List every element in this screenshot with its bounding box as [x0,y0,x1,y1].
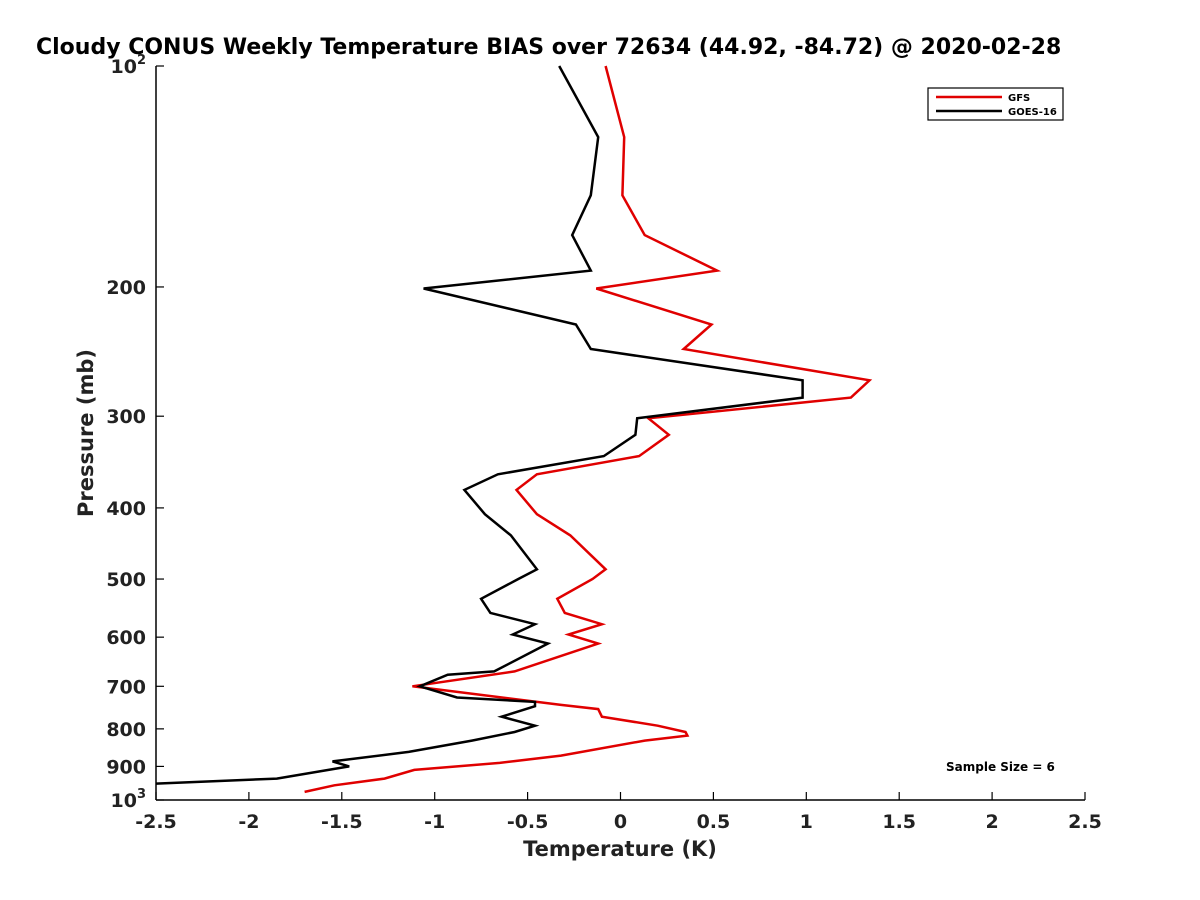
legend-box [927,87,1064,121]
x-ticks: -2.5 -2 -1.5 -1 -0.5 0 0.5 1 1.5 2 2.5 [135,792,1102,833]
series-line-goes-16 [155,65,804,785]
y-axis-label: Pressure (mb) [74,349,98,517]
x-tick-label: 1.5 [882,811,916,833]
y-tick-label: 500 [106,569,146,591]
y-tick-label: 200 [106,277,146,299]
x-tick-label: 2 [985,811,998,833]
legend-label: GOES-16 [1008,107,1057,118]
x-tick-label: 2.5 [1068,811,1102,833]
x-tick-label: 1 [800,811,813,833]
x-tick-label: -1 [424,811,445,833]
y-tick-label: 900 [106,756,146,778]
x-tick-label: -2 [238,811,259,833]
y-tick-base: 10 [111,56,137,78]
legend: GFS GOES-16 [927,87,1064,121]
y-tick-label: 400 [106,498,146,520]
sample-size-annotation: Sample Size = 6 [946,760,1055,774]
series-line-gfs [304,65,873,794]
series-layer [155,65,873,794]
x-tick-label: -2.5 [135,811,177,833]
x-tick-label: 0 [614,811,627,833]
y-tick-label: 102 [111,53,147,78]
legend-label: GFS [1008,93,1030,104]
y-tick-label: 800 [106,719,146,741]
y-tick-label: 103 [111,787,147,812]
x-tick-label: 0.5 [697,811,731,833]
y-tick-label: 600 [106,627,146,649]
y-tick-label: 300 [106,406,146,428]
x-axis-label: Temperature (K) [523,837,717,861]
y-tick-base: 10 [111,790,137,812]
y-tick-exponent: 2 [137,53,146,68]
y-tick-exponent: 3 [137,787,146,802]
x-tick-label: -0.5 [507,811,549,833]
x-tick-label: -1.5 [321,811,363,833]
chart-title: Cloudy CONUS Weekly Temperature BIAS ove… [36,35,1061,60]
y-tick-label: 700 [106,676,146,698]
